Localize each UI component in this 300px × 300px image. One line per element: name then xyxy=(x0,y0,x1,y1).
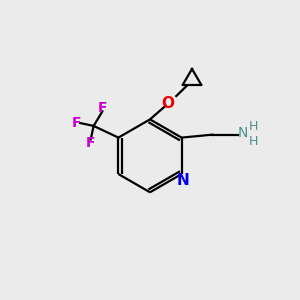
Text: F: F xyxy=(72,116,82,130)
Text: N: N xyxy=(177,173,189,188)
Text: N: N xyxy=(238,126,248,140)
Text: F: F xyxy=(98,101,107,115)
Text: F: F xyxy=(86,136,95,150)
Text: H: H xyxy=(248,135,258,148)
Text: H: H xyxy=(248,120,258,133)
Text: O: O xyxy=(162,96,175,111)
